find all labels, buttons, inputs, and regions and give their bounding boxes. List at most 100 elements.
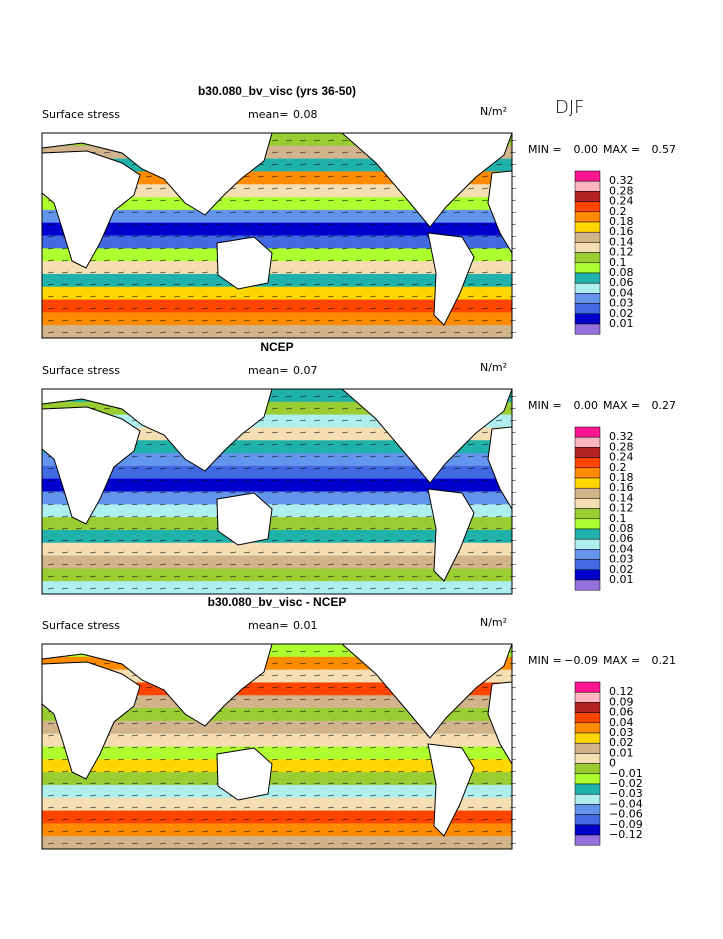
vector	[117, 259, 125, 262]
vector	[271, 223, 279, 226]
vector	[397, 746, 405, 749]
vector	[383, 575, 391, 578]
land	[427, 488, 475, 582]
vector	[425, 782, 433, 785]
mean-value: 0.01	[293, 619, 318, 632]
vector	[313, 575, 321, 578]
vector	[201, 551, 209, 554]
vector	[397, 235, 405, 238]
map-frame	[41, 643, 513, 850]
vector	[75, 575, 83, 578]
vector	[201, 770, 209, 773]
vector	[411, 770, 419, 773]
vector	[243, 710, 251, 713]
contour-band	[42, 555, 512, 569]
vector	[481, 199, 489, 202]
vector	[145, 319, 153, 322]
vector	[271, 746, 279, 749]
vector	[467, 283, 475, 286]
vector	[243, 175, 251, 178]
vector	[327, 431, 335, 434]
panel: NCEP Surface stress mean= 0.07 N/m² MIN = 0.00…	[41, 340, 676, 595]
vector	[173, 235, 181, 238]
vector	[243, 551, 251, 554]
vector	[243, 187, 251, 190]
vector	[313, 842, 321, 845]
vector	[159, 515, 167, 518]
vector	[285, 283, 293, 286]
vector	[271, 175, 279, 178]
colorbar-swatch	[574, 753, 601, 764]
vector	[369, 271, 377, 274]
vector	[271, 722, 279, 725]
vector	[327, 503, 335, 506]
contour-band	[42, 478, 512, 492]
vector	[187, 247, 195, 250]
vector	[495, 307, 503, 310]
vector	[327, 806, 335, 809]
vector	[495, 770, 503, 773]
vector	[439, 479, 447, 482]
vector	[47, 479, 55, 482]
vector	[131, 563, 139, 566]
vector	[117, 223, 125, 226]
vector	[383, 770, 391, 773]
vector	[229, 295, 237, 298]
vector	[215, 479, 223, 482]
vector	[397, 710, 405, 713]
vector	[215, 722, 223, 725]
vector	[131, 467, 139, 470]
vector	[215, 491, 223, 494]
vector	[481, 479, 489, 482]
vector	[299, 722, 307, 725]
vector	[145, 295, 153, 298]
vector	[299, 746, 307, 749]
vector	[131, 830, 139, 833]
vector	[103, 830, 111, 833]
vector	[355, 175, 363, 178]
vector	[509, 842, 517, 845]
vector	[341, 587, 349, 590]
max-label: MAX =	[603, 654, 640, 667]
colorbar-label: 0.03	[609, 553, 634, 566]
vector	[215, 331, 223, 334]
vector	[341, 818, 349, 821]
vector	[341, 662, 349, 665]
vector	[467, 307, 475, 310]
vector	[159, 527, 167, 530]
vector	[145, 722, 153, 725]
vector	[229, 199, 237, 202]
vector	[173, 331, 181, 334]
vector	[201, 818, 209, 821]
vector	[327, 662, 335, 665]
vector	[285, 455, 293, 458]
colorbar-swatch	[574, 487, 601, 499]
vector	[271, 283, 279, 286]
vector	[271, 806, 279, 809]
vector	[89, 551, 97, 554]
vector	[285, 235, 293, 238]
vector	[313, 431, 321, 434]
vector	[173, 283, 181, 286]
colorbar-label: 0.01	[609, 573, 634, 586]
vector	[481, 734, 489, 737]
vector	[383, 295, 391, 298]
vector	[187, 770, 195, 773]
vector	[495, 491, 503, 494]
vector	[383, 331, 391, 334]
vector	[145, 698, 153, 701]
contour-band	[42, 261, 512, 275]
vector	[285, 806, 293, 809]
vector	[285, 139, 293, 142]
vector	[103, 503, 111, 506]
vector	[131, 283, 139, 286]
vector	[285, 674, 293, 677]
vector	[187, 575, 195, 578]
vector	[187, 295, 195, 298]
vector	[117, 551, 125, 554]
vector	[47, 271, 55, 274]
vector	[61, 818, 69, 821]
map	[41, 388, 517, 595]
vector	[509, 551, 517, 554]
vector	[257, 686, 265, 689]
